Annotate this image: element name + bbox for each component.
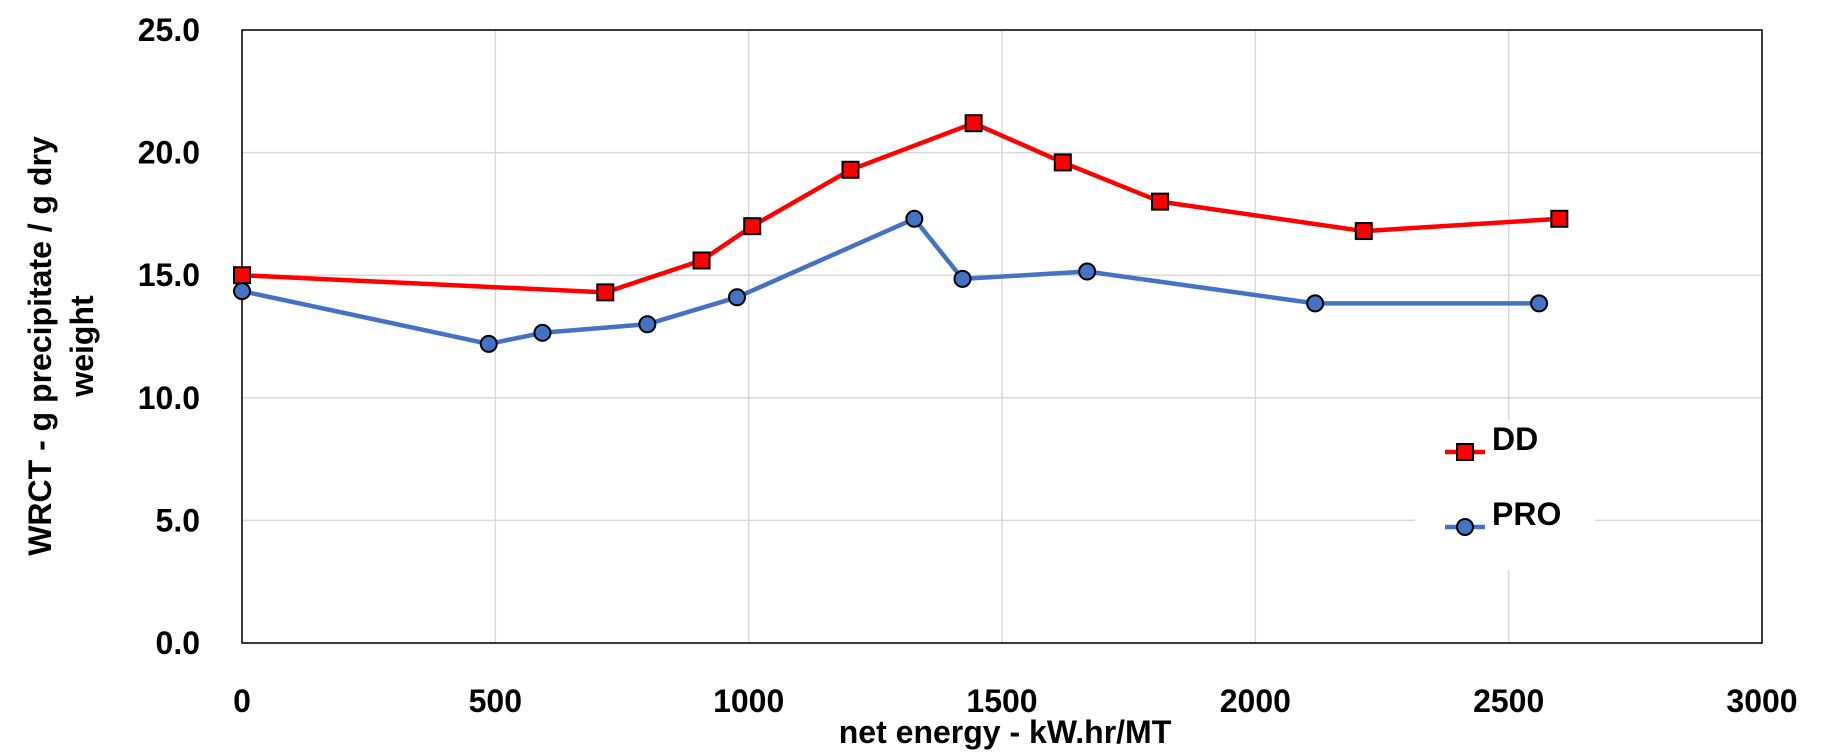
y-tick-label: 20.0 <box>138 135 200 171</box>
series-pro <box>233 209 1549 353</box>
y-tick-label: 5.0 <box>156 502 200 538</box>
legend: DD PRO <box>1415 420 1595 570</box>
data-point-pro <box>1530 294 1549 313</box>
data-point-dd <box>233 266 251 285</box>
y-tick-label: 15.0 <box>138 257 200 293</box>
data-point-dd <box>743 217 762 236</box>
data-point-pro <box>533 323 552 342</box>
data-point-pro <box>953 269 972 288</box>
data-point-dd <box>1151 192 1170 211</box>
legend-label-dd: DD <box>1492 421 1538 457</box>
legend-marker-dd <box>1456 443 1474 461</box>
x-axis-title: net energy - kW.hr/MT <box>839 714 1172 750</box>
x-tick-label: 1000 <box>713 683 784 719</box>
y-axis-tick-labels: 0.0 5.0 10.0 15.0 20.0 25.0 <box>138 12 200 661</box>
y-tick-label: 10.0 <box>138 380 200 416</box>
legend-background <box>1415 420 1595 570</box>
y-axis-title: WRCT - g precipitate / g dry weight <box>22 136 100 556</box>
data-point-pro <box>728 288 747 307</box>
data-point-dd <box>1550 209 1569 228</box>
y-tick-label: 25.0 <box>138 12 200 48</box>
series-dd <box>233 114 1569 302</box>
data-point-pro <box>233 282 251 301</box>
y-axis-title-line-1: WRCT - g precipitate / g dry <box>22 136 58 556</box>
data-point-pro <box>638 315 657 334</box>
data-point-pro <box>1306 294 1325 313</box>
x-tick-label: 2000 <box>1220 683 1291 719</box>
legend-item-dd: DD <box>1445 421 1538 461</box>
data-point-pro <box>905 209 924 228</box>
data-point-dd <box>964 114 983 133</box>
data-point-pro <box>479 334 498 353</box>
series-line-pro <box>241 216 1540 347</box>
x-tick-label: 0 <box>233 683 251 719</box>
series-line-dd <box>241 120 1560 295</box>
data-point-dd <box>1053 153 1072 172</box>
x-axis-tick-labels: 0 500 1000 1500 2000 2500 3000 <box>233 683 1797 719</box>
legend-item-pro: PRO <box>1445 496 1561 536</box>
data-point-pro <box>1078 262 1097 281</box>
x-tick-label: 1500 <box>966 683 1037 719</box>
data-point-dd <box>596 283 615 302</box>
x-tick-label: 3000 <box>1726 683 1797 719</box>
x-tick-label: 2500 <box>1473 683 1544 719</box>
plot-area-border <box>241 29 1763 644</box>
legend-label-pro: PRO <box>1492 496 1561 532</box>
data-point-dd <box>692 251 711 270</box>
x-tick-label: 500 <box>469 683 522 719</box>
data-point-dd <box>1354 222 1373 241</box>
data-point-dd <box>841 160 860 179</box>
series-layer <box>233 114 1569 353</box>
y-tick-label: 0.0 <box>156 625 200 661</box>
legend-marker-pro <box>1456 518 1474 536</box>
y-axis-title-line-2: weight <box>64 295 100 398</box>
